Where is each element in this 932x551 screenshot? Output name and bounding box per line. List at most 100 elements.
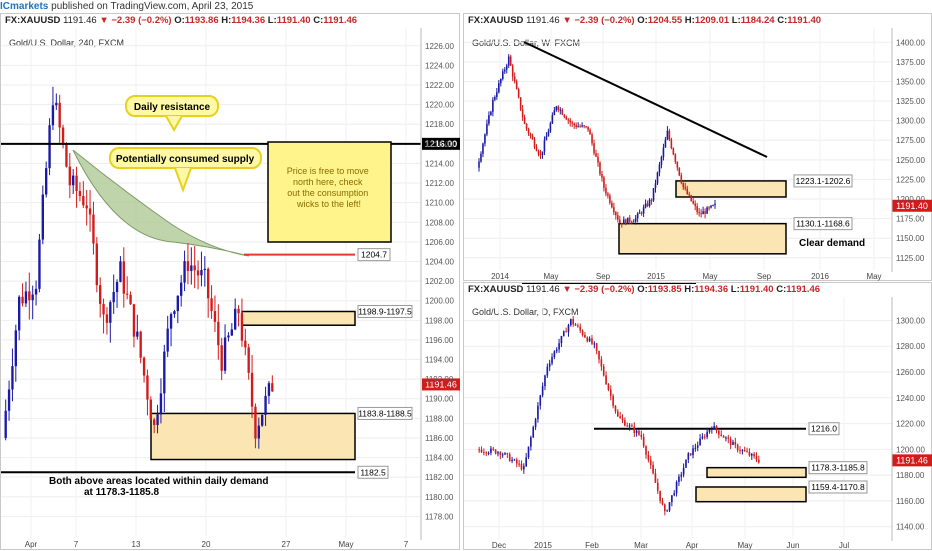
candle-body	[609, 195, 611, 203]
price-tick-label: 1160.00	[896, 497, 925, 506]
time-axis: Apr 7 13 20 27 May 7	[25, 540, 409, 549]
brand-link[interactable]: ICmarkets	[0, 1, 49, 12]
candle-body	[581, 125, 583, 127]
high-value: 1194.36	[231, 15, 266, 26]
candle-body	[620, 223, 623, 225]
svg-text:Both above areas located withi: Both above areas located within daily de…	[49, 476, 271, 498]
bottom-annotation: Both above areas located within daily de…	[49, 476, 271, 498]
candle-body	[656, 482, 659, 491]
symbol[interactable]: FX:XAUUSD	[468, 284, 524, 295]
candle-body	[603, 177, 605, 188]
candle-body	[173, 311, 176, 315]
candle-body	[569, 120, 572, 123]
candle-body	[584, 334, 586, 338]
price-tick-label: 1220.00	[896, 420, 925, 429]
candle-body	[505, 65, 508, 70]
price-tick-label: 1218.00	[425, 120, 454, 129]
candle-body	[706, 207, 708, 214]
candle-body	[523, 117, 526, 124]
candle-body	[519, 97, 522, 110]
candle-body	[99, 285, 102, 304]
candle-body	[544, 375, 546, 387]
time-tick-label: 20	[202, 540, 211, 549]
svg-text:1191.46: 1191.46	[425, 379, 457, 389]
candle-body	[240, 313, 244, 341]
candle-body	[163, 351, 166, 394]
callout-consumed-supply: Potentially consumed supply	[109, 147, 262, 193]
candles	[4, 86, 274, 449]
price-tick-label: 1200.00	[896, 445, 925, 454]
candle-body	[153, 419, 156, 426]
price-chart[interactable]: 1216.0 1178.3-1185.8 1159.4-1170.8 1191.…	[464, 283, 932, 551]
time-tick-label: May	[737, 541, 752, 550]
price-tick-label: 1260.00	[896, 368, 925, 377]
candle-body	[746, 451, 748, 453]
candle-body	[567, 325, 570, 333]
candle-body	[142, 357, 146, 376]
time-tick-label: Apr	[25, 540, 38, 549]
candle-body	[666, 130, 669, 140]
candle-body	[487, 452, 490, 454]
candle-body	[708, 429, 711, 432]
candle-body	[4, 410, 7, 438]
price-tick-label: 1178.00	[425, 512, 454, 521]
candle-body	[478, 449, 480, 451]
candle-body	[575, 125, 577, 127]
candle-body	[565, 331, 567, 333]
price-axis: 1178.00 1180.00 1182.00 1184.00 1186.00 1188.…	[420, 28, 454, 540]
low-value: 1191.40	[739, 284, 774, 295]
candle-body	[640, 434, 643, 437]
candle-body	[585, 126, 587, 128]
candle-body	[119, 261, 122, 282]
publish-bar: ICmarkets published on TradingView.com, …	[0, 0, 932, 13]
symbol[interactable]: FX:XAUUSD	[5, 15, 61, 26]
last-price-label: 1191.40	[892, 199, 932, 212]
price-tick-label: 1182.00	[425, 473, 454, 482]
candle-body	[254, 406, 257, 439]
price-tick-label: 1375.00	[896, 58, 925, 67]
symbol[interactable]: FX:XAUUSD	[468, 15, 524, 26]
candle-body	[88, 208, 92, 215]
price-chart[interactable]: 1216.00 1204.7 1182.5 1198.9-1197.5 1183…	[1, 14, 461, 551]
price-tick-label: 1196.00	[425, 336, 454, 345]
candle-body	[702, 211, 704, 215]
candle-body	[696, 206, 698, 213]
time-tick-label: 7	[404, 540, 409, 549]
time-tick-label: Sep	[596, 272, 611, 281]
price-chart[interactable]: 1223.1-1202.6 1130.1-1168.6 Clear demand…	[464, 14, 932, 282]
candle-body	[656, 172, 659, 184]
close-value: 1191.46	[323, 15, 358, 26]
candle-body	[511, 459, 513, 462]
candle-body	[507, 56, 510, 66]
candle-body	[614, 405, 617, 412]
zone-label-lower: 1183.8-1188.5	[357, 406, 413, 420]
price-tick-label: 1350.00	[896, 77, 925, 86]
candle-body	[537, 150, 540, 155]
time-tick-label: Sep	[757, 272, 772, 281]
zone-label-upper: 1223.1-1202.6	[793, 174, 853, 188]
svg-text:1182.5: 1182.5	[360, 467, 386, 477]
price-tick-label: 1250.00	[896, 156, 925, 165]
candle-body	[685, 459, 687, 468]
price-tick-label: 1180.00	[425, 493, 454, 502]
candle-body	[169, 314, 173, 329]
candle-body	[729, 438, 732, 445]
high-value: 1209.01	[694, 15, 730, 26]
candle-body	[674, 154, 677, 162]
candle-body	[183, 261, 186, 283]
candle-body	[696, 445, 699, 448]
candle-body	[593, 343, 596, 345]
price-tick-label: 1188.00	[425, 414, 454, 423]
candle-body	[605, 375, 607, 385]
candle-body	[539, 395, 542, 406]
candle-body	[203, 268, 206, 270]
time-tick-label: 2016	[811, 272, 829, 281]
candle-body	[559, 109, 562, 111]
price-axis: 1125.00 1150.00 1175.00 1200.00 1225.00 1250.…	[891, 28, 925, 272]
candle-body	[227, 335, 230, 338]
candle-body	[741, 450, 744, 452]
candle-body	[24, 291, 28, 304]
supply-zone	[675, 180, 787, 198]
time-axis: Dec 2015 Feb Mar Apr May Jun Jul	[492, 541, 849, 550]
candle-body	[647, 454, 650, 460]
